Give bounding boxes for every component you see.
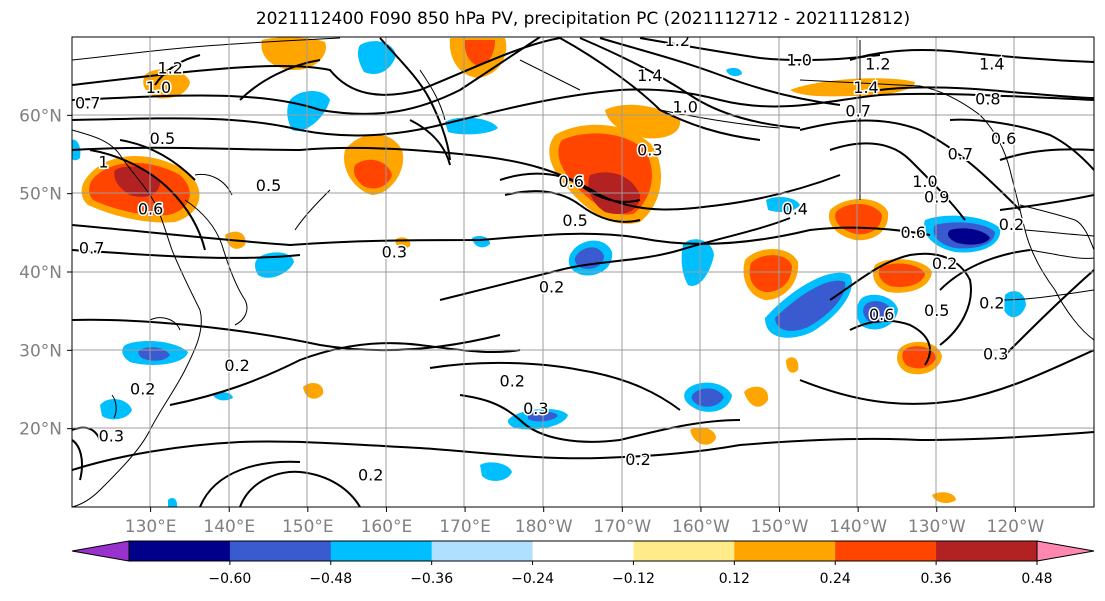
contour-label: 0.2 bbox=[539, 278, 564, 297]
colorbar-tick-label: 0.12 bbox=[719, 571, 750, 587]
contour-label: 0.6 bbox=[138, 199, 163, 218]
colorbar-tick-label: −0.24 bbox=[511, 571, 554, 587]
latitude-axis: 60°N 50°N 40°N 30°N 20°N bbox=[19, 106, 72, 440]
contour-label: 0.2 bbox=[625, 450, 650, 469]
colorbar-segment bbox=[330, 541, 433, 561]
contour-label: 0.9 bbox=[924, 188, 949, 207]
lat-label: 20°N bbox=[19, 420, 62, 440]
contour-label: 1.0 bbox=[146, 78, 171, 97]
map-plot-area: 1.21.00.70.510.70.60.50.30.60.50.30.20.4… bbox=[72, 31, 1094, 507]
lon-label: 120°W bbox=[987, 517, 1045, 537]
contour-label: 1 bbox=[98, 152, 108, 171]
colorbar-segment bbox=[532, 541, 634, 561]
contour-label: 0.6 bbox=[991, 129, 1016, 148]
contour-label: 0.3 bbox=[523, 399, 548, 418]
contour-label: 0.3 bbox=[983, 344, 1008, 363]
contour-label: 0.2 bbox=[979, 293, 1004, 312]
colorbar-tick-label: −0.36 bbox=[410, 571, 453, 587]
pv-contours bbox=[72, 37, 1094, 507]
contour-label: 0.7 bbox=[948, 145, 973, 164]
colorbar-segment bbox=[633, 541, 735, 561]
contour-label: 1.0 bbox=[786, 51, 811, 70]
colorbar-segment bbox=[129, 541, 231, 561]
colorbar-segment bbox=[835, 541, 937, 561]
colorbar-segment bbox=[431, 541, 534, 561]
contour-label: 1.0 bbox=[912, 172, 937, 191]
lon-label: 150°W bbox=[751, 517, 809, 537]
lon-label: 130°E bbox=[125, 517, 177, 537]
lat-label: 40°N bbox=[19, 263, 62, 283]
lon-label: 180°W bbox=[515, 517, 573, 537]
contour-label: 0.8 bbox=[975, 90, 1000, 109]
contour-label: 0.3 bbox=[637, 141, 662, 160]
contour-labels: 1.21.00.70.510.70.60.50.30.60.50.30.20.4… bbox=[73, 31, 1025, 486]
colorbar-tick-label: −0.60 bbox=[208, 571, 251, 587]
lon-label: 160°W bbox=[672, 517, 730, 537]
contour-label: 0.3 bbox=[99, 427, 124, 446]
colorbar-segment bbox=[229, 541, 332, 561]
lat-label: 30°N bbox=[19, 341, 62, 361]
lon-label: 160°E bbox=[361, 517, 413, 537]
contour-label: 0.7 bbox=[75, 94, 100, 113]
colorbar-tick-label: 0.24 bbox=[820, 571, 851, 587]
colorbar: −0.60 −0.48 −0.36 −0.24 −0.12 0.12 0.24 0.36 0.4… bbox=[71, 540, 1095, 587]
contour-label: 1.4 bbox=[853, 78, 878, 97]
colorbar-tick-label: 0.48 bbox=[1021, 571, 1052, 587]
precip-negative-fields bbox=[72, 41, 1026, 507]
contour-label: 1.2 bbox=[158, 58, 183, 77]
contour-label: 0.6 bbox=[558, 172, 583, 191]
contour-label: 0.2 bbox=[932, 254, 957, 273]
longitude-axis: 130°E 140°E 150°E 160°E 170°E 180°W 170°W 160°W… bbox=[125, 507, 1045, 537]
colorbar-tick-label: −0.12 bbox=[612, 571, 655, 587]
colorbar-frame bbox=[128, 540, 1038, 562]
contour-label: 0.7 bbox=[79, 239, 104, 258]
contour-label: 0.2 bbox=[358, 466, 383, 485]
lon-label: 170°E bbox=[439, 517, 491, 537]
map-title: 2021112400 F090 850 hPa PV, precipitatio… bbox=[255, 9, 911, 29]
colorbar-segment bbox=[734, 541, 836, 561]
coastlines bbox=[72, 37, 1094, 507]
lon-label: 150°E bbox=[282, 517, 334, 537]
contour-label: 0.4 bbox=[783, 199, 808, 218]
colorbar-extend-high bbox=[1036, 540, 1095, 562]
contour-label: 1.2 bbox=[665, 31, 690, 50]
contour-label: 1.4 bbox=[979, 54, 1004, 73]
contour-label: 0.3 bbox=[382, 242, 407, 261]
contour-label: 0.2 bbox=[999, 215, 1024, 234]
lon-label: 130°W bbox=[908, 517, 966, 537]
contour-label: 0.5 bbox=[150, 129, 175, 148]
contour-label: 0.2 bbox=[500, 372, 525, 391]
gridlines bbox=[72, 37, 1094, 507]
lat-label: 60°N bbox=[19, 106, 62, 126]
contour-label: 1.2 bbox=[865, 54, 890, 73]
colorbar-segment bbox=[936, 541, 1038, 561]
lon-label: 140°W bbox=[829, 517, 887, 537]
contour-label: 1.4 bbox=[637, 66, 662, 85]
contour-label: 0.5 bbox=[256, 176, 281, 195]
contour-label: 1.0 bbox=[672, 98, 697, 117]
contour-label: 0.5 bbox=[924, 301, 949, 320]
contour-label: 0.5 bbox=[562, 211, 587, 230]
contour-label: 0.7 bbox=[845, 101, 870, 120]
colorbar-tick-label: −0.48 bbox=[309, 571, 352, 587]
contour-label: 0.2 bbox=[130, 380, 155, 399]
contour-label: 0.2 bbox=[224, 356, 249, 375]
lon-label: 170°W bbox=[593, 517, 651, 537]
colorbar-extend-low bbox=[71, 540, 130, 562]
lat-label: 50°N bbox=[19, 185, 62, 205]
contour-label: 0.6 bbox=[900, 223, 925, 242]
colorbar-tick-label: 0.36 bbox=[921, 571, 952, 587]
lon-label: 140°E bbox=[203, 517, 255, 537]
contour-label: 0.6 bbox=[869, 305, 894, 324]
